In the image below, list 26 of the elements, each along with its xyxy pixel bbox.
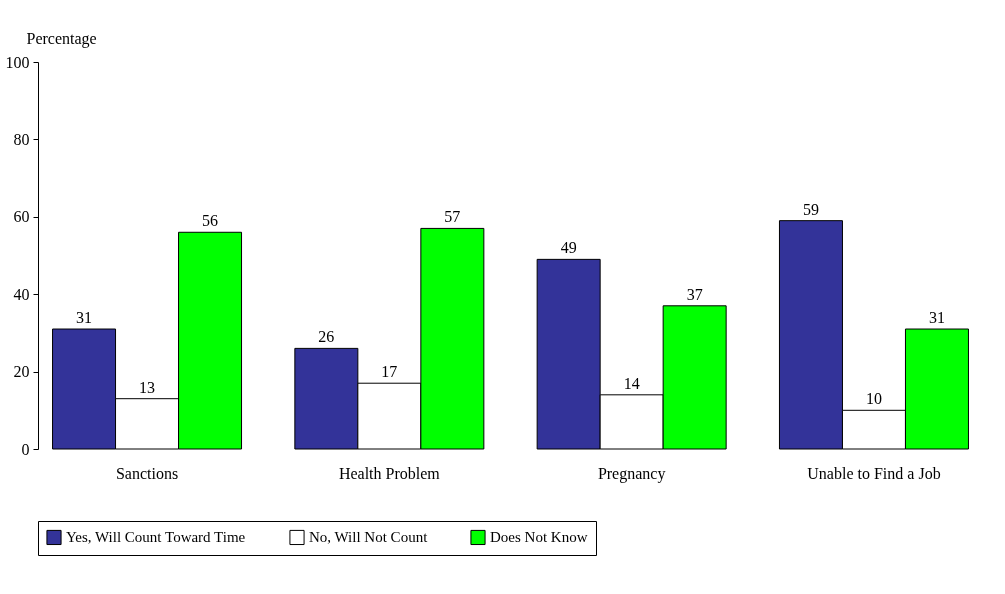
y-tick-label: 100 xyxy=(5,53,30,71)
x-tick-label: Unable to Find a Job xyxy=(807,464,941,482)
y-tick-label: 0 xyxy=(21,440,30,458)
legend-label: Does Not Know xyxy=(490,529,588,546)
legend-label: No, Will Not Count xyxy=(309,529,429,546)
data-label: 26 xyxy=(318,328,335,346)
data-label: 14 xyxy=(623,374,640,392)
data-label: 31 xyxy=(76,309,93,327)
x-tick-label: Pregnancy xyxy=(597,464,666,483)
legend-label: Yes, Will Count Toward Time xyxy=(66,529,246,546)
y-tick-label: 60 xyxy=(13,208,30,226)
data-label: 37 xyxy=(686,285,703,303)
y-tick-label: 40 xyxy=(13,285,30,303)
data-label: 57 xyxy=(444,208,461,226)
x-tick-label: Sanctions xyxy=(115,464,179,482)
data-label: 59 xyxy=(802,200,819,218)
y-tick-label: 80 xyxy=(13,130,30,148)
data-label: 56 xyxy=(202,212,219,230)
data-label: 10 xyxy=(865,390,882,408)
y-axis-title: Percentage xyxy=(26,29,97,48)
x-tick-label: Health Problem xyxy=(338,464,441,482)
data-label: 17 xyxy=(381,363,398,381)
data-label: 31 xyxy=(928,309,945,327)
y-tick-label: 20 xyxy=(13,363,30,381)
data-label: 49 xyxy=(560,239,577,257)
data-label: 13 xyxy=(139,378,156,396)
